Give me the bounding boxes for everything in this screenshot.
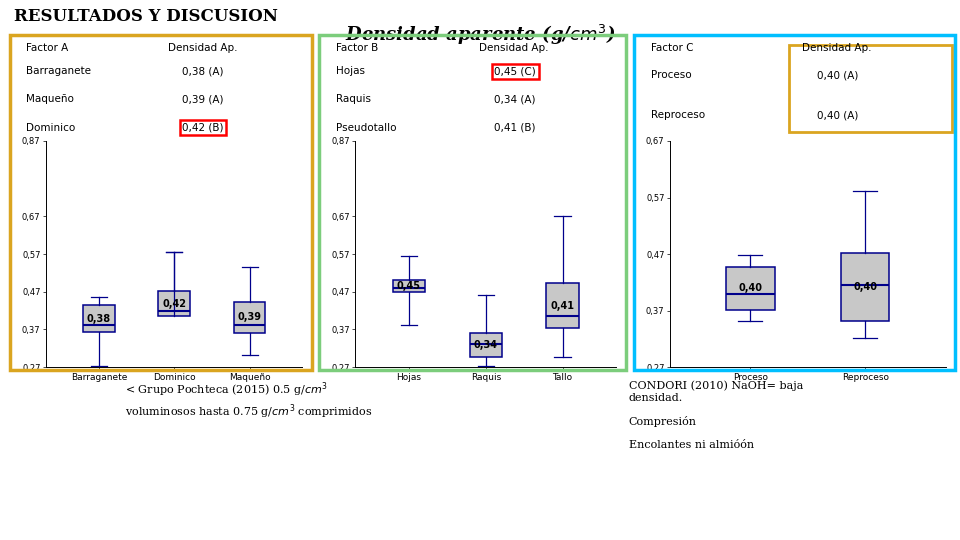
Text: Hojas: Hojas <box>335 66 365 76</box>
Text: 0,38 (A): 0,38 (A) <box>182 66 224 76</box>
Text: 0,40: 0,40 <box>738 283 762 293</box>
Text: 0,45: 0,45 <box>397 281 420 291</box>
Text: 0,39: 0,39 <box>238 313 262 322</box>
Text: 0,39 (A): 0,39 (A) <box>182 94 224 104</box>
Text: 0,40: 0,40 <box>853 282 877 292</box>
Text: Proceso: Proceso <box>651 70 691 80</box>
Text: Reproceso: Reproceso <box>651 111 705 120</box>
PathPatch shape <box>158 291 190 316</box>
Text: Dominico: Dominico <box>26 123 76 132</box>
PathPatch shape <box>83 305 114 332</box>
Text: 0,41: 0,41 <box>550 301 574 310</box>
PathPatch shape <box>727 267 775 309</box>
Text: 0,34: 0,34 <box>474 340 497 349</box>
Text: Densidad Ap.: Densidad Ap. <box>802 43 871 53</box>
PathPatch shape <box>234 302 266 333</box>
Text: RESULTADOS Y DISCUSION: RESULTADOS Y DISCUSION <box>14 8 278 25</box>
FancyBboxPatch shape <box>789 45 952 132</box>
Text: Raquis: Raquis <box>335 94 371 104</box>
Text: 0,38: 0,38 <box>86 314 111 323</box>
Text: CONDORI (2010) NaOH= baja
densidad.

Compresión

Encolantes ni almióón: CONDORI (2010) NaOH= baja densidad. Comp… <box>629 381 804 450</box>
Text: Factor B: Factor B <box>335 43 377 53</box>
Text: 0,42 (B): 0,42 (B) <box>182 123 224 132</box>
Text: Barraganete: Barraganete <box>26 66 91 76</box>
PathPatch shape <box>841 253 889 321</box>
Text: 0,41 (B): 0,41 (B) <box>494 123 536 132</box>
Text: < Grupo Pochteca (2015) 0.5 g/$cm^3$
voluminosos hasta 0.75 g/$cm^3$ comprimidos: < Grupo Pochteca (2015) 0.5 g/$cm^3$ vol… <box>125 381 372 421</box>
Text: Densidad Ap.: Densidad Ap. <box>479 43 549 53</box>
Text: Factor C: Factor C <box>651 43 693 53</box>
Text: 0,40 (A): 0,40 (A) <box>817 111 858 120</box>
Text: 0,40 (A): 0,40 (A) <box>817 70 858 80</box>
Text: Pseudotallo: Pseudotallo <box>335 123 396 132</box>
Text: Maqueño: Maqueño <box>26 94 74 104</box>
PathPatch shape <box>469 333 502 356</box>
Text: Densidad aparente (g/$cm^3$): Densidad aparente (g/$cm^3$) <box>345 23 615 47</box>
PathPatch shape <box>393 280 425 292</box>
Text: 0,34 (A): 0,34 (A) <box>494 94 536 104</box>
Text: 0,42: 0,42 <box>162 299 186 309</box>
Text: 0,45 (C): 0,45 (C) <box>494 66 536 76</box>
Text: Factor A: Factor A <box>26 43 68 53</box>
PathPatch shape <box>546 284 579 328</box>
Text: Densidad Ap.: Densidad Ap. <box>168 43 237 53</box>
